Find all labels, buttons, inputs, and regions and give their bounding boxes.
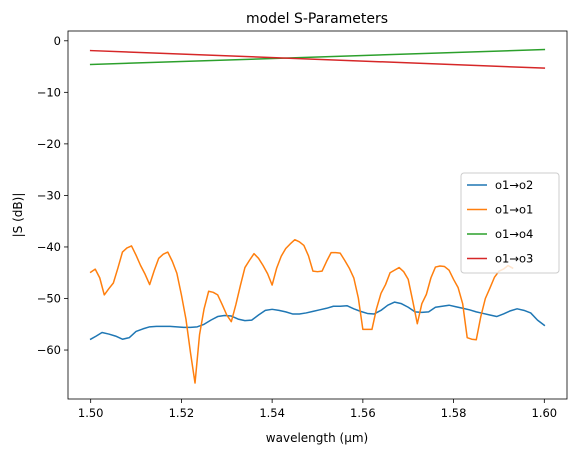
- series-line-3: [89, 49, 546, 69]
- plot-lines: [89, 48, 546, 384]
- y-ticks: 0 −10 −20 −30 −40 −50 −60: [37, 34, 68, 357]
- y-tick-label: −30: [37, 188, 61, 202]
- series-line-1: [89, 238, 514, 384]
- x-ticks: 1.50 1.52 1.54 1.56 1.58 1.60: [78, 399, 557, 420]
- y-tick-label: −10: [37, 85, 61, 99]
- legend-label: o1→o3: [495, 252, 533, 266]
- y-tick-label: −20: [37, 137, 61, 151]
- axes-frame: [67, 30, 568, 400]
- x-tick-label: 1.56: [350, 406, 376, 420]
- x-tick-label: 1.58: [441, 406, 467, 420]
- legend-box: [460, 172, 560, 274]
- legend-label: o1→o4: [495, 227, 533, 241]
- x-axis-label: wavelength (μm): [266, 431, 368, 445]
- x-tick-label: 1.54: [259, 406, 285, 420]
- series-line-0: [89, 301, 546, 341]
- x-tick-label: 1.52: [169, 406, 195, 420]
- legend: o1→o2 o1→o1 o1→o4 o1→o3: [460, 172, 560, 274]
- x-tick-label: 1.60: [532, 406, 558, 420]
- y-tick-label: 0: [54, 34, 61, 48]
- y-axis-label: |S (dB)|: [11, 193, 25, 238]
- x-tick-label: 1.50: [78, 406, 104, 420]
- legend-label: o1→o2: [495, 178, 533, 192]
- y-tick-label: −60: [37, 343, 61, 357]
- legend-label: o1→o1: [495, 203, 533, 217]
- series-line-2: [89, 48, 546, 66]
- y-tick-label: −50: [37, 291, 61, 305]
- y-tick-label: −40: [37, 240, 61, 254]
- chart-title: model S-Parameters: [246, 11, 388, 27]
